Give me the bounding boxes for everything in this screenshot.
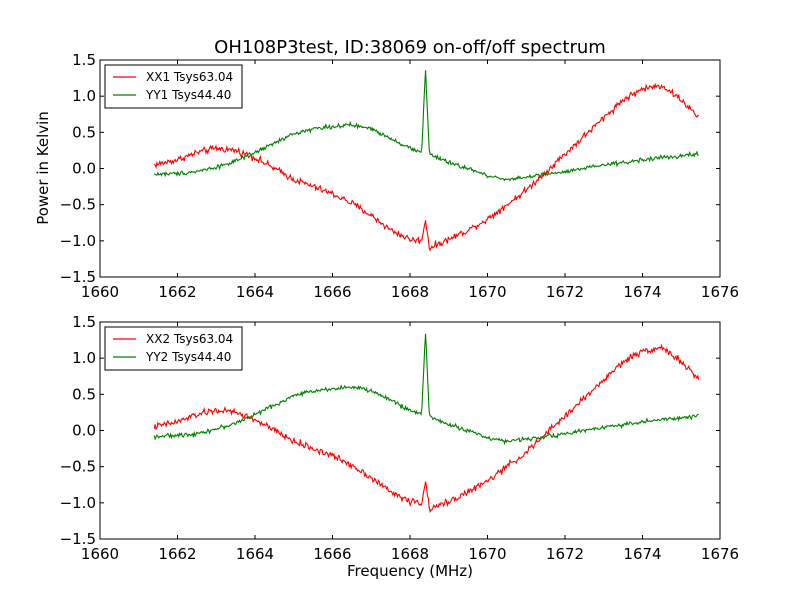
top-y-tick-label: 1.5 xyxy=(72,51,96,69)
top-x-tick-label: 1674 xyxy=(623,283,661,301)
bottom-x-tick-label: 1676 xyxy=(701,545,739,563)
top-y-tick-label: 1.0 xyxy=(72,87,96,105)
figure-title: OH108P3test, ID:38069 on-off/off spectru… xyxy=(214,37,606,58)
bottom-y-tick-label: 1.5 xyxy=(72,313,96,331)
bottom-y-tick-label: −1.0 xyxy=(60,494,96,512)
bottom-y-tick-label: −0.5 xyxy=(60,458,96,476)
bottom-x-tick-label: 1666 xyxy=(313,545,351,563)
top-x-tick-label: 1666 xyxy=(313,283,351,301)
bottom-y-tick-label: 0.5 xyxy=(72,385,96,403)
bottom-panel: 1660 1662 1664 1666 1668 1670 1672 1674 1676 1.5 1… xyxy=(60,313,740,563)
top-y-tick-label: −0.5 xyxy=(60,196,96,214)
top-legend-box xyxy=(104,64,243,109)
top-x-tick-label: 1664 xyxy=(236,283,274,301)
bottom-y-tick-label: 0.0 xyxy=(72,422,96,440)
top-x-tick-label: 1676 xyxy=(701,283,739,301)
bottom-series-line-1 xyxy=(153,343,700,514)
bottom-x-tick-label: 1668 xyxy=(391,545,429,563)
bottom-x-tick-label: 1662 xyxy=(158,545,196,563)
bottom-legend-label-1: XX2 Tsys63.04 xyxy=(146,332,233,346)
bottom-series-line-2 xyxy=(153,333,699,446)
top-y-tick-label: −1.0 xyxy=(60,232,96,250)
top-x-tick-label: 1660 xyxy=(81,283,119,301)
top-panel: 1660 1662 1664 1666 1668 1670 1672 1674 1676 1.5 1… xyxy=(60,51,740,301)
bottom-x-tick-label: 1674 xyxy=(623,545,661,563)
bottom-x-tick-label: 1672 xyxy=(546,545,584,563)
bottom-y-tick-label: 1.0 xyxy=(72,349,96,367)
top-series-line-2 xyxy=(153,70,699,182)
top-x-tick-label: 1668 xyxy=(391,283,429,301)
x-axis-title: Frequency (MHz) xyxy=(347,562,473,580)
top-legend-label-1: XX1 Tsys63.04 xyxy=(146,70,233,84)
top-y-tick-label: 0.0 xyxy=(72,160,96,178)
top-y-tick-label: 0.5 xyxy=(72,123,96,141)
top-y-tick-label: −1.5 xyxy=(60,268,96,286)
top-x-tick-label: 1670 xyxy=(468,283,506,301)
y-axis-title: Power in Kelvin xyxy=(34,111,52,225)
top-legend-label-2: YY1 Tsys44.40 xyxy=(145,88,231,102)
bottom-x-tick-label: 1660 xyxy=(81,545,119,563)
top-x-tick-label: 1672 xyxy=(546,283,584,301)
top-x-tick-label: 1662 xyxy=(158,283,196,301)
bottom-y-tick-label: −1.5 xyxy=(60,530,96,548)
bottom-x-tick-label: 1670 xyxy=(468,545,506,563)
bottom-legend-box xyxy=(104,326,243,371)
bottom-legend-label-2: YY2 Tsys44.40 xyxy=(145,350,231,364)
bottom-x-tick-label: 1664 xyxy=(236,545,274,563)
